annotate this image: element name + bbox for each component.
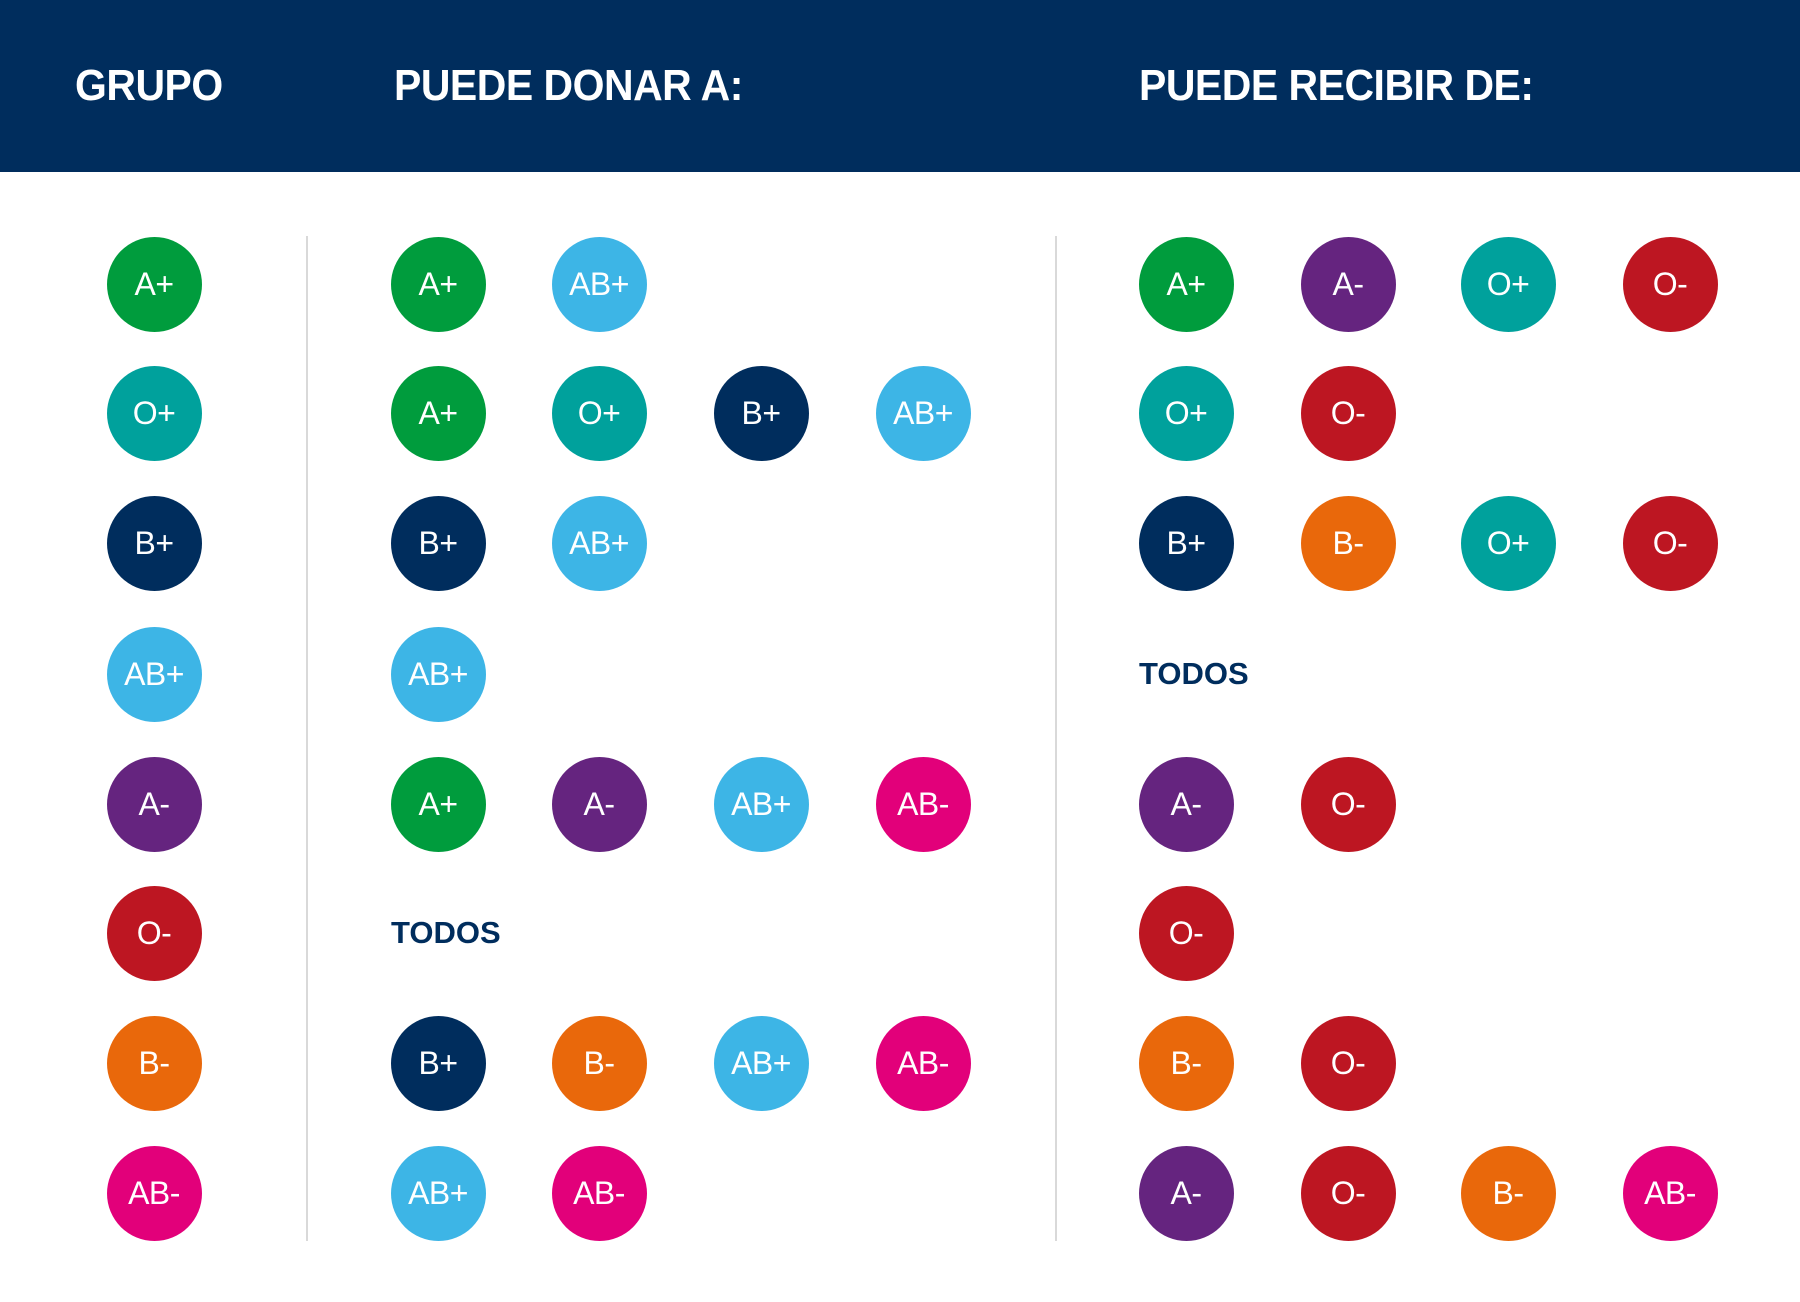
- donate-badge: A-: [551, 756, 647, 852]
- donate-badge: AB+: [713, 756, 809, 852]
- receive-badge: O+: [1138, 365, 1234, 461]
- group-badge: O+: [106, 365, 202, 461]
- group-badge: A-: [106, 756, 202, 852]
- group-badge: AB-: [106, 1145, 202, 1241]
- receive-badge: A-: [1138, 1145, 1234, 1241]
- receive-badge: AB-: [1622, 1145, 1718, 1241]
- donate-badge: AB-: [551, 1145, 647, 1241]
- receive-badge: A-: [1138, 756, 1234, 852]
- receive-badge: O-: [1300, 756, 1396, 852]
- donate-badge: AB-: [875, 756, 971, 852]
- donate-badge: A+: [390, 756, 486, 852]
- receive-badge: O-: [1300, 365, 1396, 461]
- donate-badge: A+: [390, 236, 486, 332]
- column-title-donate: PUEDE DONAR A:: [394, 61, 743, 110]
- receive-badge: B-: [1138, 1015, 1234, 1111]
- receive-badge: O-: [1300, 1015, 1396, 1111]
- receive-badge: A-: [1300, 236, 1396, 332]
- receive-badge: O-: [1138, 885, 1234, 981]
- column-divider-right: [1055, 236, 1057, 1241]
- receive-badge: O+: [1460, 236, 1556, 332]
- donate-badge: AB-: [875, 1015, 971, 1111]
- receive-badge: B-: [1300, 495, 1396, 591]
- donate-badge: B-: [551, 1015, 647, 1111]
- receive-badge: O-: [1622, 236, 1718, 332]
- group-badge: B+: [106, 495, 202, 591]
- donate-badge: AB+: [551, 495, 647, 591]
- donate-badge: AB+: [875, 365, 971, 461]
- donate-badge: AB+: [390, 1145, 486, 1241]
- receive-badge: B-: [1460, 1145, 1556, 1241]
- column-title-group: GRUPO: [75, 61, 223, 110]
- donate-badge: AB+: [551, 236, 647, 332]
- donate-badge: O+: [551, 365, 647, 461]
- donate-badge: AB+: [713, 1015, 809, 1111]
- donate-todos-label: TODOS: [391, 915, 501, 950]
- header-bar: GRUPO PUEDE DONAR A: PUEDE RECIBIR DE:: [0, 0, 1800, 172]
- donate-badge: B+: [390, 1015, 486, 1111]
- donate-badge: B+: [713, 365, 809, 461]
- group-badge: O-: [106, 885, 202, 981]
- donate-badge: A+: [390, 365, 486, 461]
- column-divider-left: [306, 236, 308, 1241]
- donate-badge: B+: [390, 495, 486, 591]
- donate-badge: AB+: [390, 626, 486, 722]
- receive-todos-label: TODOS: [1139, 656, 1249, 691]
- column-title-receive: PUEDE RECIBIR DE:: [1139, 61, 1534, 110]
- receive-badge: O-: [1622, 495, 1718, 591]
- receive-badge: B+: [1138, 495, 1234, 591]
- group-badge: B-: [106, 1015, 202, 1111]
- receive-badge: O-: [1300, 1145, 1396, 1241]
- group-badge: AB+: [106, 626, 202, 722]
- receive-badge: A+: [1138, 236, 1234, 332]
- group-badge: A+: [106, 236, 202, 332]
- receive-badge: O+: [1460, 495, 1556, 591]
